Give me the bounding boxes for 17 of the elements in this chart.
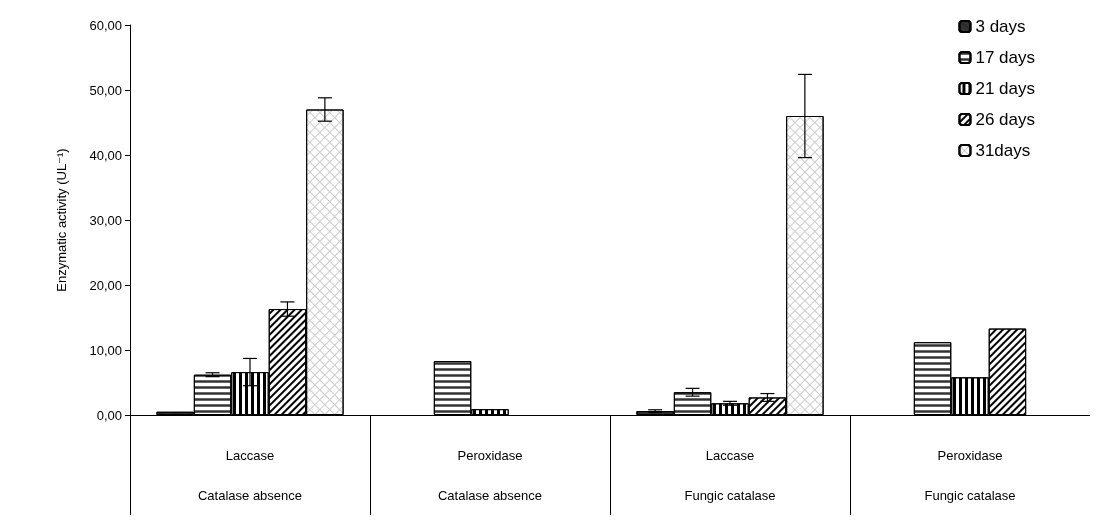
y-tick-label: 10,00 xyxy=(89,342,122,358)
legend-label: 17 days xyxy=(975,48,1036,67)
category-label: Laccase Catalase absence xyxy=(197,447,303,503)
y-axis-title: Enzymatic activity (UL⁻¹) xyxy=(54,148,69,292)
category-label: Laccase Fungic catalase xyxy=(684,447,776,503)
y-tick-label: 60,00 xyxy=(89,17,122,33)
y-tick-label: 20,00 xyxy=(89,277,122,293)
legend-label: 31days xyxy=(975,141,1031,160)
category-label: Peroxidase Fungic catalase xyxy=(924,447,1016,503)
y-tick-label: 30,00 xyxy=(89,212,122,228)
category-label: Peroxidase Catalase absence xyxy=(437,447,543,503)
legend-label: 26 days xyxy=(975,110,1036,129)
legend-label: 21 days xyxy=(975,79,1036,98)
y-tick-label: 0,00 xyxy=(96,407,122,423)
y-tick-label: 50,00 xyxy=(89,82,122,98)
y-tick-label: 40,00 xyxy=(89,147,122,163)
legend-label: 3 days xyxy=(975,17,1026,36)
